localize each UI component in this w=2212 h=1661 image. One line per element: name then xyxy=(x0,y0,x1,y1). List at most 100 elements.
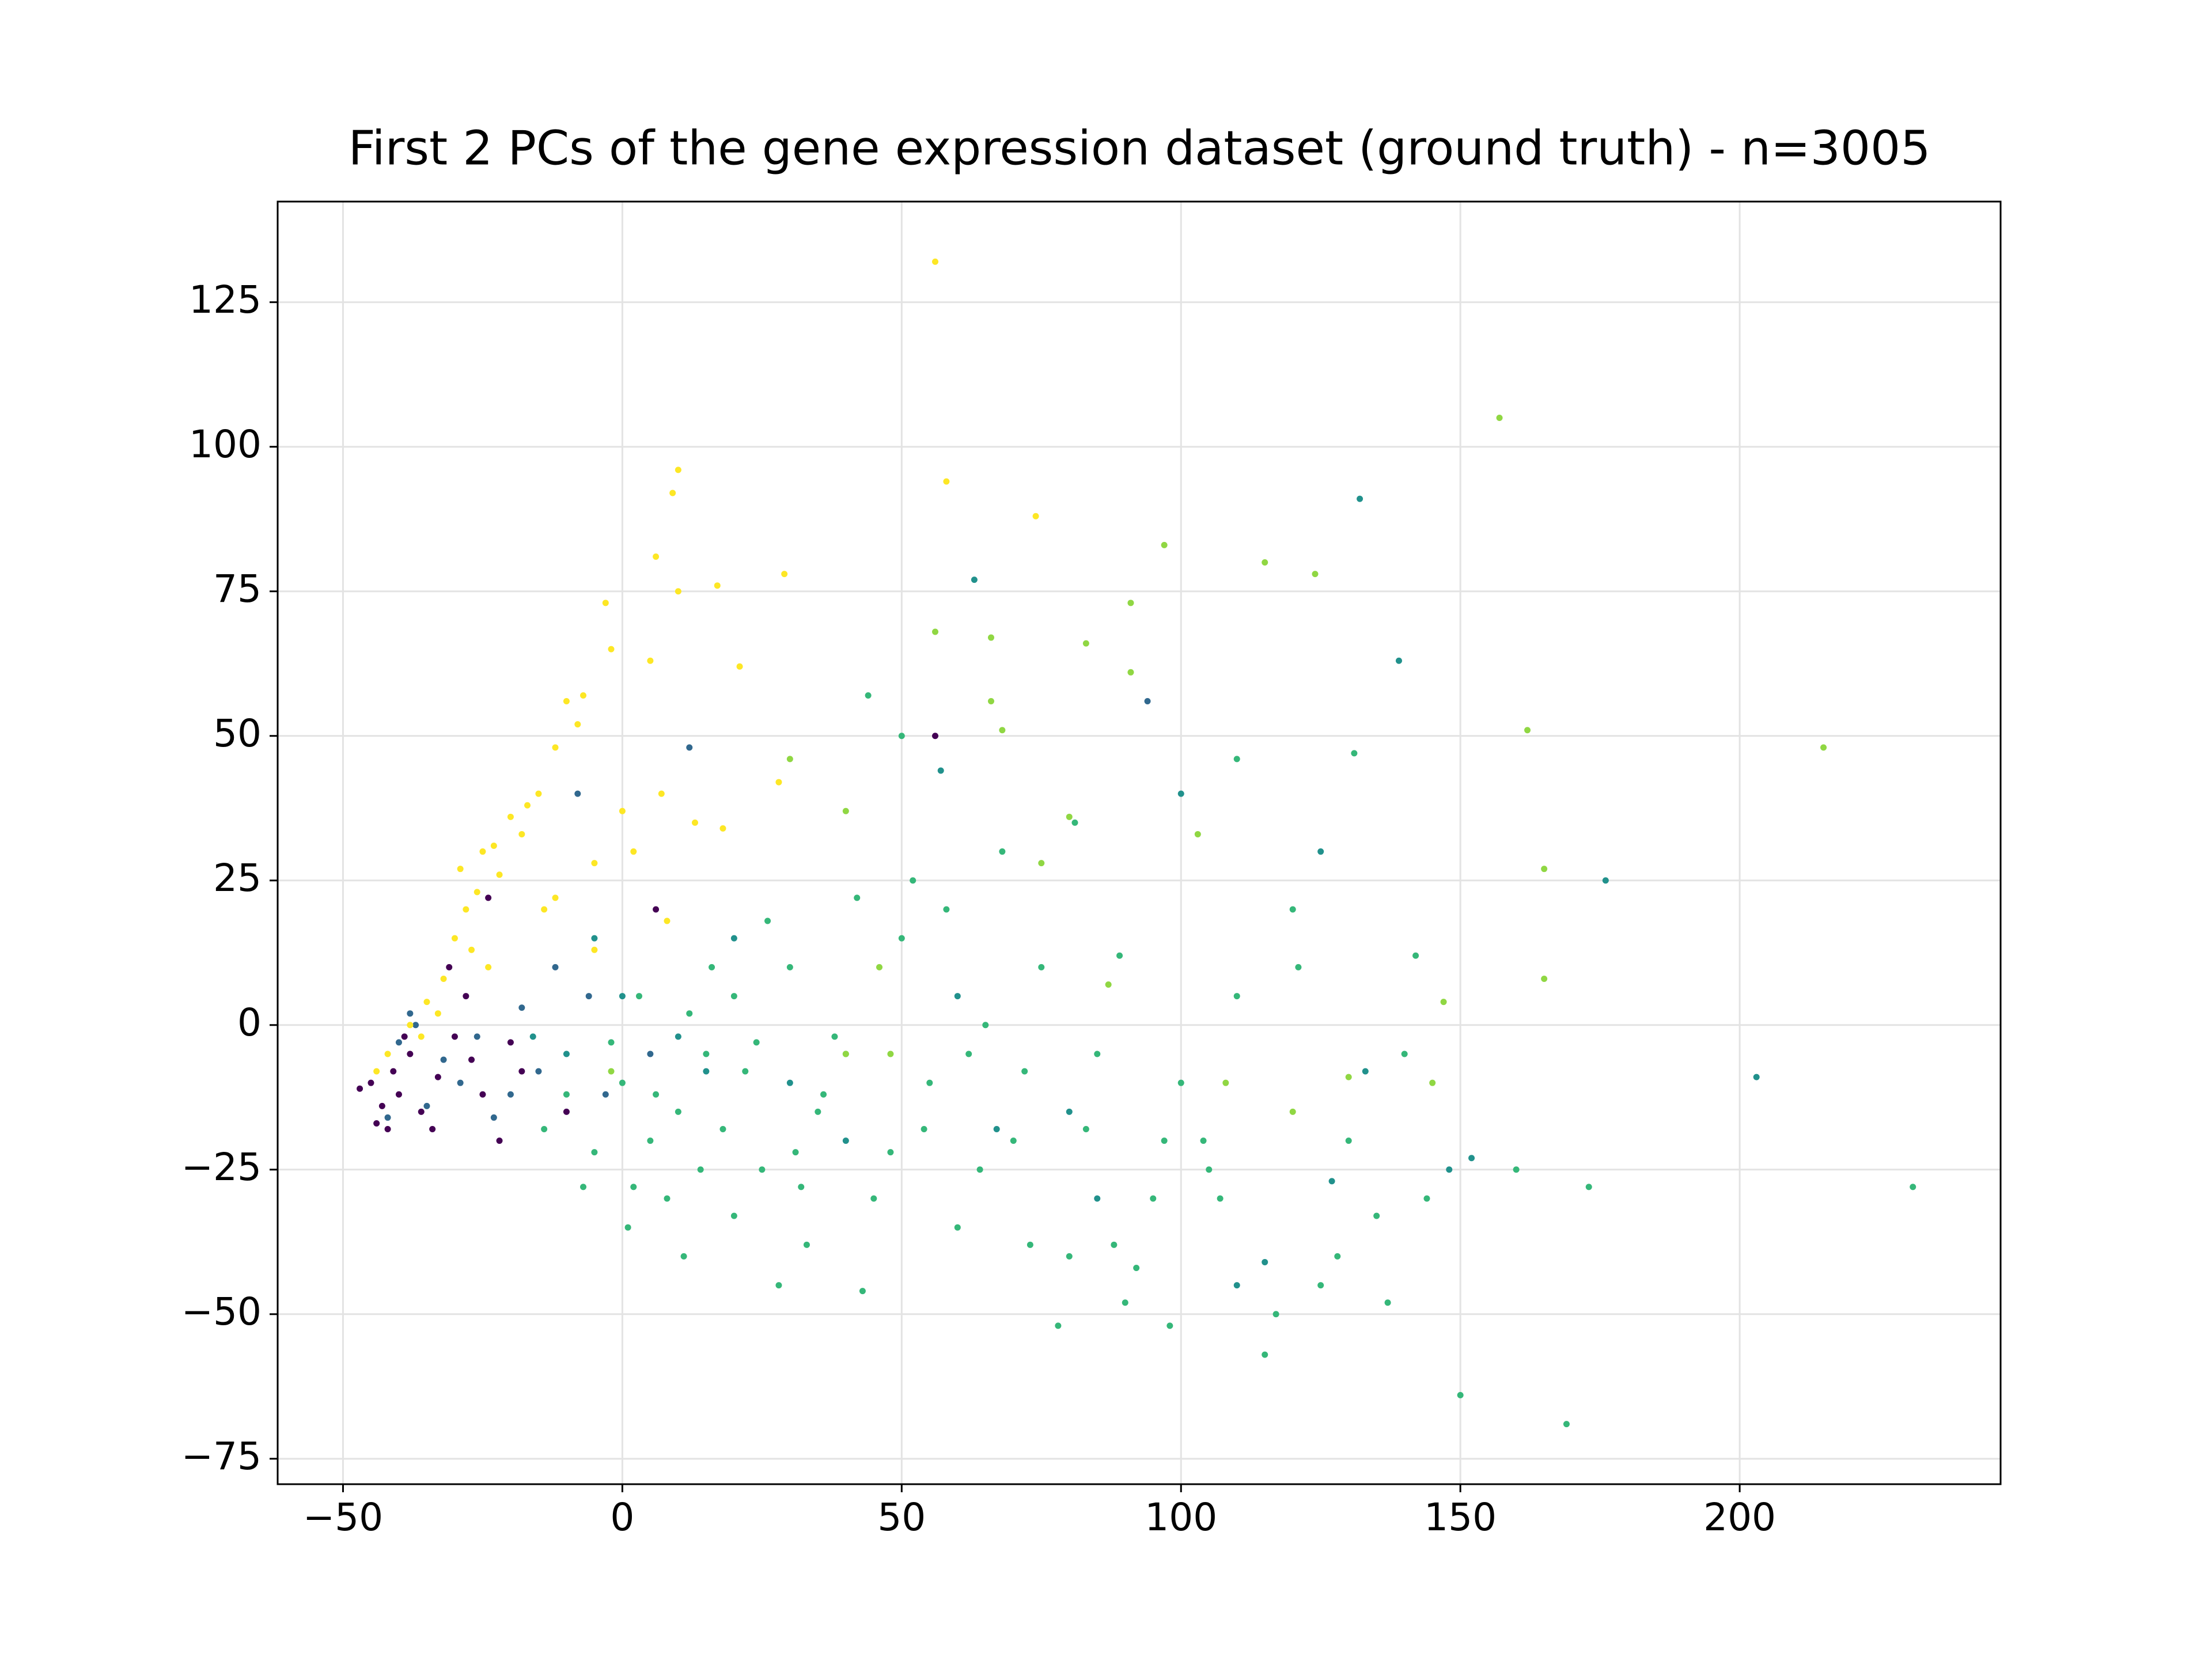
scatter-point xyxy=(552,894,559,901)
scatter-point xyxy=(463,906,469,913)
scatter-point xyxy=(591,946,598,953)
scatter-point xyxy=(999,727,1006,734)
scatter-point xyxy=(1161,1137,1168,1144)
scatter-point xyxy=(999,848,1006,855)
scatter-point xyxy=(434,1074,441,1080)
scatter-point xyxy=(535,790,542,797)
scatter-point xyxy=(1161,541,1168,548)
scatter-point xyxy=(608,1039,615,1046)
scatter-point xyxy=(775,779,782,786)
scatter-point xyxy=(524,802,531,809)
scatter-point xyxy=(580,1184,587,1190)
scatter-point xyxy=(373,1068,380,1075)
scatter-point xyxy=(1384,1299,1391,1306)
scatter-point xyxy=(1373,1212,1380,1219)
scatter-point xyxy=(1082,640,1089,647)
scatter-point xyxy=(619,993,626,1000)
scatter-point xyxy=(485,964,492,970)
scatter-point xyxy=(680,1253,687,1260)
scatter-point xyxy=(474,889,480,896)
scatter-point xyxy=(496,871,503,878)
scatter-point xyxy=(418,1033,425,1040)
scatter-point xyxy=(842,1051,849,1057)
scatter-point xyxy=(378,1102,385,1109)
scatter-point xyxy=(446,964,453,970)
scatter-point xyxy=(1094,1195,1101,1202)
scatter-point xyxy=(691,819,698,826)
scatter-point xyxy=(1105,981,1112,988)
scatter-point xyxy=(647,1137,654,1144)
scatter-point xyxy=(1457,1391,1464,1398)
scatter-point xyxy=(384,1126,391,1133)
scatter-point xyxy=(563,1051,570,1057)
scatter-point xyxy=(1563,1421,1570,1428)
scatter-point xyxy=(653,906,660,913)
y-tick-label: 50 xyxy=(213,711,262,756)
scatter-point xyxy=(842,1137,849,1144)
scatter-point xyxy=(1513,1166,1520,1173)
scatter-point xyxy=(563,1108,570,1115)
scatter-point xyxy=(898,733,905,740)
scatter-point xyxy=(1272,1311,1279,1318)
scatter-point xyxy=(1038,964,1045,970)
scatter-point xyxy=(764,917,771,924)
scatter-point xyxy=(664,1195,671,1202)
scatter-point xyxy=(474,1033,480,1040)
scatter-point xyxy=(786,1079,793,1086)
scatter-point xyxy=(384,1114,391,1121)
scatter-point xyxy=(401,1033,408,1040)
scatter-point xyxy=(434,1010,441,1017)
y-tick-label: −25 xyxy=(181,1145,262,1189)
scatter-point xyxy=(1233,756,1240,763)
scatter-point xyxy=(664,917,671,924)
scatter-point xyxy=(658,790,665,797)
scatter-point xyxy=(647,657,654,664)
scatter-point xyxy=(798,1184,805,1190)
scatter-point xyxy=(1412,952,1419,959)
scatter-point xyxy=(552,744,559,751)
scatter-point xyxy=(585,993,592,1000)
scatter-point xyxy=(870,1195,877,1202)
scatter-point xyxy=(468,1056,475,1063)
scatter-point xyxy=(910,877,916,884)
scatter-point xyxy=(574,790,581,797)
scatter-point xyxy=(865,692,872,699)
scatter-point xyxy=(898,935,905,942)
scatter-point xyxy=(423,1102,430,1109)
scatter-point xyxy=(1233,993,1240,1000)
scatter-point xyxy=(1334,1253,1341,1260)
scatter-point xyxy=(730,935,737,942)
scatter-point xyxy=(686,1010,693,1017)
scatter-point xyxy=(574,721,581,728)
scatter-point xyxy=(1111,1241,1118,1248)
y-tick-label: 0 xyxy=(237,1000,262,1045)
scatter-point xyxy=(943,478,950,485)
scatter-point xyxy=(954,993,961,1000)
scatter-point xyxy=(468,946,475,953)
scatter-point xyxy=(703,1051,710,1057)
scatter-point xyxy=(1066,813,1073,820)
scatter-point xyxy=(541,906,548,913)
scatter-point xyxy=(1362,1068,1369,1075)
scatter-point xyxy=(719,825,726,832)
scatter-point xyxy=(1423,1195,1430,1202)
scatter-point xyxy=(1010,1137,1017,1144)
scatter-point xyxy=(496,1137,503,1144)
scatter-point xyxy=(1094,1051,1101,1057)
scatter-point xyxy=(1066,1108,1073,1115)
scatter-point xyxy=(429,1126,436,1133)
scatter-point xyxy=(518,1004,525,1011)
scatter-point xyxy=(1177,790,1184,797)
scatter-point xyxy=(490,1114,497,1121)
scatter-point xyxy=(490,843,497,850)
scatter-point xyxy=(507,1091,514,1098)
scatter-point xyxy=(932,733,939,740)
scatter-point xyxy=(943,906,950,913)
scatter-point xyxy=(815,1108,821,1115)
scatter-point xyxy=(719,1126,726,1133)
scatter-point xyxy=(1328,1178,1335,1185)
scatter-point xyxy=(1262,559,1268,566)
scatter-point xyxy=(1177,1079,1184,1086)
scatter-point xyxy=(507,813,514,820)
scatter-point xyxy=(820,1091,827,1098)
